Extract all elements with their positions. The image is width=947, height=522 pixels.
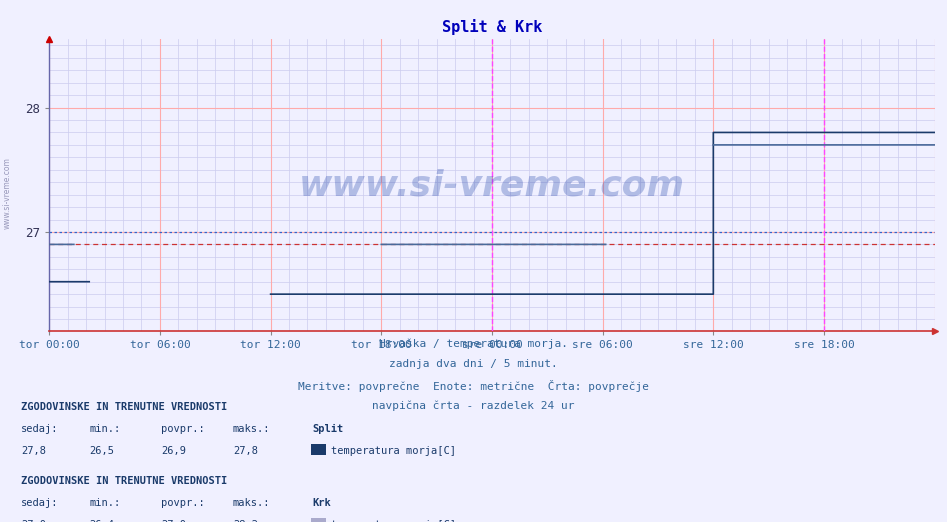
Text: maks.:: maks.:: [233, 498, 271, 508]
Text: www.si-vreme.com: www.si-vreme.com: [3, 157, 12, 229]
Text: ZGODOVINSKE IN TRENUTNE VREDNOSTI: ZGODOVINSKE IN TRENUTNE VREDNOSTI: [21, 476, 227, 486]
Text: 26,9: 26,9: [161, 446, 186, 456]
Text: povpr.:: povpr.:: [161, 498, 205, 508]
Text: zadnja dva dni / 5 minut.: zadnja dva dni / 5 minut.: [389, 359, 558, 369]
Text: www.si-vreme.com: www.si-vreme.com: [299, 168, 685, 203]
Text: 28,2: 28,2: [233, 520, 258, 522]
Text: ZGODOVINSKE IN TRENUTNE VREDNOSTI: ZGODOVINSKE IN TRENUTNE VREDNOSTI: [21, 402, 227, 412]
Text: 26,5: 26,5: [89, 446, 114, 456]
Text: navpična črta - razdelek 24 ur: navpična črta - razdelek 24 ur: [372, 401, 575, 411]
Text: Hrvaška / temperatura morja.: Hrvaška / temperatura morja.: [379, 338, 568, 349]
Text: min.:: min.:: [89, 424, 120, 434]
Text: sedaj:: sedaj:: [21, 424, 59, 434]
Text: Meritve: povprečne  Enote: metrične  Črta: povprečje: Meritve: povprečne Enote: metrične Črta:…: [298, 380, 649, 392]
Text: 27,8: 27,8: [233, 446, 258, 456]
Text: maks.:: maks.:: [233, 424, 271, 434]
Text: temperatura morja[C]: temperatura morja[C]: [331, 446, 456, 456]
Text: sedaj:: sedaj:: [21, 498, 59, 508]
Title: Split & Krk: Split & Krk: [442, 19, 542, 35]
Text: 27,8: 27,8: [21, 446, 45, 456]
Text: 26,4: 26,4: [89, 520, 114, 522]
Text: povpr.:: povpr.:: [161, 424, 205, 434]
Text: min.:: min.:: [89, 498, 120, 508]
Text: temperatura morja[C]: temperatura morja[C]: [331, 520, 456, 522]
Text: Krk: Krk: [313, 498, 331, 508]
Text: 27,0: 27,0: [21, 520, 45, 522]
Text: 27,0: 27,0: [161, 520, 186, 522]
Text: Split: Split: [313, 424, 344, 434]
